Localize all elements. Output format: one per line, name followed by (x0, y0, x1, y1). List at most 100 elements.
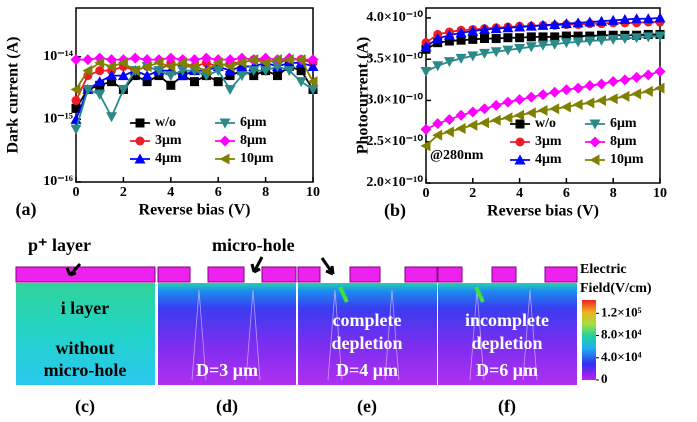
marker (307, 84, 319, 95)
marker (549, 103, 560, 115)
marker (432, 33, 444, 44)
marker (654, 82, 665, 94)
legend-marker (135, 136, 145, 146)
marker (549, 19, 561, 30)
caps (157, 266, 578, 283)
y-tick-label: 4.0×10⁻¹⁰ (366, 10, 423, 25)
panel-label: (e) (357, 396, 377, 417)
marker (420, 67, 432, 78)
x-tick-label: 4 (516, 186, 523, 201)
legend-marker (589, 119, 601, 130)
text: D=6 μm (476, 360, 538, 380)
colorbar-tick-label: 4.0×10⁴ (601, 349, 642, 364)
marker (631, 88, 642, 100)
marker (607, 34, 619, 45)
legend-label: 10μm (610, 152, 644, 167)
x-tick-label: 8 (262, 185, 269, 200)
marker (537, 104, 548, 116)
marker (572, 37, 584, 48)
marker (444, 36, 454, 46)
marker (177, 66, 189, 77)
colorbar-title: Electric (580, 262, 627, 277)
colorbar-title: Field(V/cm) (580, 281, 652, 296)
marker (95, 66, 105, 76)
marker (502, 45, 514, 56)
panel-d-bg (158, 283, 296, 385)
cap (349, 266, 381, 283)
y-axis-label: Dark current (A) (5, 36, 22, 153)
marker (560, 38, 572, 49)
marker (82, 84, 94, 95)
marker (129, 52, 141, 64)
x-tick-label: 4 (167, 185, 174, 200)
marker (572, 82, 584, 94)
marker (515, 33, 525, 43)
marker (456, 35, 466, 45)
marker (560, 84, 572, 96)
x-tick-label: 8 (610, 186, 617, 201)
legend-label: 6μm (610, 116, 637, 131)
marker (443, 126, 454, 138)
marker (642, 32, 654, 43)
marker (82, 65, 93, 77)
legend-label: 3μm (535, 134, 562, 149)
panel-c-bg (16, 283, 155, 385)
marker (94, 57, 105, 69)
marker (432, 129, 443, 141)
panel-e-bg (298, 283, 437, 385)
legend-marker (514, 154, 526, 165)
marker (212, 66, 224, 77)
micro-hole-label: micro-hole (212, 235, 295, 255)
y-tick-label: 2.0×10⁻¹⁰ (366, 175, 423, 190)
marker (142, 77, 152, 87)
marker (654, 66, 666, 78)
legend-marker (589, 136, 601, 148)
marker (514, 94, 526, 106)
x-tick-label: 6 (215, 185, 222, 200)
marker (596, 15, 607, 26)
marker (654, 31, 666, 42)
x-tick-label: 2 (120, 185, 127, 200)
marker (260, 57, 271, 69)
marker (585, 31, 595, 41)
y-tick-label: 10⁻¹⁶ (43, 174, 73, 189)
marker (129, 65, 140, 77)
field-line (327, 289, 400, 381)
marker (573, 31, 583, 41)
marker (525, 20, 537, 31)
marker (420, 41, 432, 52)
cap (437, 266, 463, 283)
marker (490, 114, 501, 126)
marker (468, 34, 478, 44)
marker (654, 12, 666, 23)
marker (224, 60, 235, 72)
colorbar-tick-label: 8.0×10⁴ (601, 327, 642, 342)
y-tick-label: 3.5×10⁻¹⁰ (366, 51, 423, 66)
marker (153, 66, 165, 77)
legend-marker (515, 137, 525, 147)
marker (248, 54, 259, 66)
marker (538, 32, 548, 42)
marker (455, 53, 467, 64)
marker (631, 33, 643, 44)
panel-f-bg (438, 283, 577, 385)
marker (153, 57, 164, 69)
legend-label: 10μm (240, 151, 274, 166)
marker (525, 42, 537, 53)
marker (236, 71, 248, 82)
marker (117, 84, 129, 95)
marker (491, 34, 501, 44)
field-lines (191, 289, 538, 381)
marker (106, 112, 118, 123)
marker (560, 18, 572, 29)
marker (479, 103, 490, 115)
marker (283, 54, 294, 66)
colorbar-tick-label: 1.2×10⁵ (601, 304, 642, 319)
marker (619, 74, 631, 86)
marker (549, 39, 561, 50)
marker (420, 123, 432, 135)
marker (224, 84, 236, 95)
marker (514, 109, 525, 121)
legend-marker (219, 118, 231, 129)
